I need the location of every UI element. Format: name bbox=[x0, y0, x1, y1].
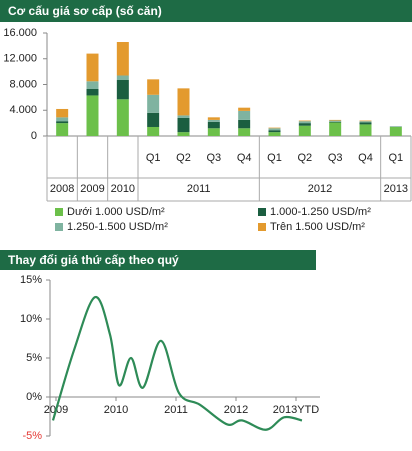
bar-segment bbox=[268, 127, 281, 129]
x-tick-label: Q4 bbox=[358, 152, 373, 164]
bar-segment bbox=[238, 128, 251, 136]
bar-segment bbox=[56, 123, 69, 136]
bar-segment bbox=[207, 121, 220, 129]
bar-segment bbox=[177, 117, 190, 133]
y-tick-label: 0 bbox=[31, 130, 37, 142]
bar-segment bbox=[268, 128, 281, 131]
group-label: 2008 bbox=[50, 183, 74, 195]
y-tick-label: -5% bbox=[22, 430, 42, 442]
y-tick-label: 12.000 bbox=[3, 53, 37, 65]
bar-segment bbox=[238, 119, 251, 129]
legend-label: 1.250-1.500 USD/m² bbox=[67, 221, 168, 233]
chart-title: Thay đổi giá thứ cấp theo quý bbox=[8, 253, 179, 267]
x-tick-label: 2011 bbox=[164, 404, 188, 416]
chart-title: Cơ cấu giá sơ cấp (số căn) bbox=[8, 4, 162, 18]
legend-label: Dưới 1.000 USD/m² bbox=[67, 206, 165, 218]
bar-segment bbox=[238, 107, 251, 111]
group-label: 2012 bbox=[308, 183, 332, 195]
x-tick-label: 2010 bbox=[104, 404, 128, 416]
bar-segment bbox=[116, 75, 129, 80]
bar-segment bbox=[298, 125, 311, 136]
bar-segment bbox=[329, 121, 342, 123]
bar-segment bbox=[268, 130, 281, 133]
y-tick-label: 8.000 bbox=[9, 78, 37, 90]
y-tick-label: 16.000 bbox=[3, 27, 37, 39]
bar-segment bbox=[116, 42, 129, 76]
legend-swatch bbox=[258, 208, 266, 216]
bar-segment bbox=[238, 110, 251, 120]
bar-segment bbox=[116, 99, 129, 136]
bar-segment bbox=[298, 123, 311, 126]
bar-segment bbox=[207, 128, 220, 136]
bar-segment bbox=[359, 121, 372, 123]
legend-swatch bbox=[258, 223, 266, 231]
bar-segment bbox=[86, 53, 99, 82]
bar-segment bbox=[56, 108, 69, 118]
bar-segment bbox=[329, 122, 342, 136]
header-band bbox=[0, 250, 316, 270]
bar-segment bbox=[329, 120, 342, 122]
y-tick-label: 0% bbox=[26, 391, 42, 403]
bar-segment bbox=[329, 119, 342, 121]
bar-segment bbox=[177, 88, 190, 116]
bar-segment bbox=[177, 115, 190, 118]
legend-label: Trên 1.500 USD/m² bbox=[270, 221, 365, 233]
bar-segment bbox=[359, 120, 372, 122]
group-label: 2013 bbox=[384, 183, 408, 195]
bar-segment bbox=[86, 81, 99, 90]
bar-segment bbox=[359, 124, 372, 136]
bar-segment bbox=[359, 122, 372, 125]
y-tick-label: 10% bbox=[20, 313, 42, 325]
bar-segment bbox=[268, 132, 281, 136]
group-label: 2011 bbox=[187, 183, 211, 195]
x-tick-label: Q2 bbox=[176, 152, 191, 164]
x-tick-label: Q1 bbox=[267, 152, 282, 164]
group-label: 2009 bbox=[80, 183, 104, 195]
bar-segment bbox=[207, 117, 220, 120]
header-band bbox=[0, 0, 412, 22]
bar-segment bbox=[147, 126, 160, 136]
bar-segment bbox=[177, 132, 190, 136]
bar-segment bbox=[86, 95, 99, 136]
bar-segment bbox=[56, 121, 69, 124]
y-tick-label: 4.000 bbox=[9, 104, 37, 116]
x-tick-label: Q1 bbox=[146, 152, 161, 164]
bar-segment bbox=[86, 89, 99, 96]
bar-segment bbox=[298, 120, 311, 122]
x-tick-label: Q4 bbox=[237, 152, 252, 164]
bar-segment bbox=[56, 117, 69, 122]
line bbox=[51, 296, 303, 431]
x-tick-label: 2013YTD bbox=[273, 404, 320, 416]
bar-segment bbox=[147, 94, 160, 113]
x-tick-label: Q1 bbox=[388, 152, 403, 164]
bar-segment bbox=[116, 79, 129, 100]
x-tick-label: Q3 bbox=[206, 152, 221, 164]
bar-segment bbox=[298, 121, 311, 124]
x-tick-label: Q3 bbox=[328, 152, 343, 164]
y-tick-label: 5% bbox=[26, 352, 42, 364]
y-tick-label: 15% bbox=[20, 274, 42, 286]
group-label: 2010 bbox=[111, 183, 135, 195]
legend-swatch bbox=[55, 208, 63, 216]
x-tick-label: 2012 bbox=[224, 404, 248, 416]
x-tick-label: Q2 bbox=[297, 152, 312, 164]
bar-segment bbox=[147, 112, 160, 127]
legend-swatch bbox=[55, 223, 63, 231]
bar-segment bbox=[147, 79, 160, 95]
bar-segment bbox=[207, 119, 220, 122]
legend-label: 1.000-1.250 USD/m² bbox=[270, 206, 371, 218]
bar-segment bbox=[389, 126, 402, 136]
